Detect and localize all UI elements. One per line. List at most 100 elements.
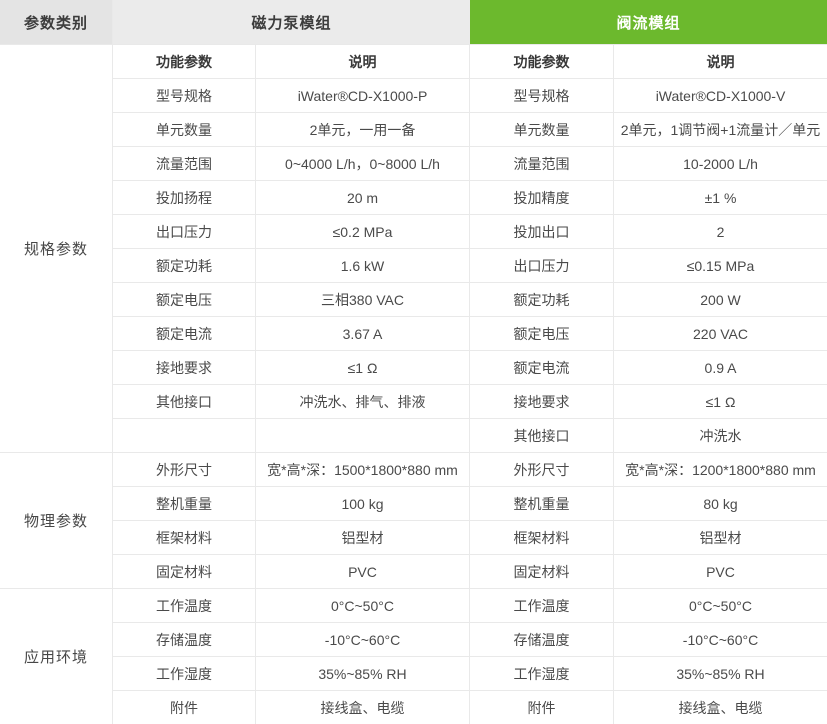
table-row: 其他接口 冲洗水、排气、排液 接地要求 ≤1 Ω — [113, 384, 827, 418]
valve-desc-cell: ≤0.15 MPa — [686, 257, 755, 274]
pump-param-cell: 外形尺寸 — [113, 453, 256, 486]
table-row: 工作湿度 35%~85% RH 工作湿度 35%~85% RH — [113, 656, 827, 690]
category-column: 参数类别 规格参数 物理参数 应用环境 — [0, 0, 113, 724]
valve-desc-cell: 铝型材 — [699, 529, 742, 546]
table-row: 流量范围 0~4000 L/h，0~8000 L/h 流量范围 10-2000 … — [113, 146, 827, 180]
pump-param-cell: 接地要求 — [113, 351, 256, 384]
pump-param-cell: 框架材料 — [113, 521, 256, 554]
pump-desc-cell: ≤0.2 MPa — [256, 215, 470, 248]
pump-param-cell: 额定电流 — [113, 317, 256, 350]
pump-desc-cell: 0°C~50°C — [256, 589, 470, 622]
table-row: 投加扬程 20 m 投加精度 ±1 % — [113, 180, 827, 214]
valve-param-cell: 附件 — [470, 691, 614, 724]
table-body: 磁力泵模组 阀流模组 功能参数 说明 功能参数 说明 型号规格 iWater®C… — [113, 0, 827, 724]
valve-param-cell: 出口压力 — [470, 249, 614, 282]
valve-desc-cell: 0.9 A — [704, 359, 737, 376]
valve-param-cell: 外形尺寸 — [470, 453, 614, 486]
pump-param-cell: 额定功耗 — [113, 249, 256, 282]
valve-param-cell: 投加精度 — [470, 181, 614, 214]
pump-desc-cell: 2单元，一用一备 — [256, 113, 470, 146]
valve-desc-cell: 0°C~50°C — [689, 597, 752, 614]
table-row: 外形尺寸 宽*高*深：1500*1800*880 mm 外形尺寸 宽*高*深：1… — [113, 452, 827, 486]
valve-desc-cell: 宽*高*深：1200*1800*880 mm — [625, 461, 816, 478]
category-header: 参数类别 — [0, 0, 112, 44]
valve-desc-cell: 10-2000 L/h — [683, 155, 758, 172]
pump-param-cell: 型号规格 — [113, 79, 256, 112]
pump-param-cell: 存储温度 — [113, 623, 256, 656]
valve-param-cell: 接地要求 — [470, 385, 614, 418]
table-row: 固定材料 PVC 固定材料 PVC — [113, 554, 827, 588]
valve-desc-cell: 冲洗水 — [699, 427, 742, 444]
pump-param-cell: 出口压力 — [113, 215, 256, 248]
valve-param-cell: 工作温度 — [470, 589, 614, 622]
table-row: 整机重量 100 kg 整机重量 80 kg — [113, 486, 827, 520]
valve-param-cell: 其他接口 — [470, 419, 614, 452]
valve-desc-cell: ≤1 Ω — [705, 393, 736, 410]
pump-desc-cell: 100 kg — [256, 487, 470, 520]
valve-param-cell: 工作湿度 — [470, 657, 614, 690]
pump-param-column-header: 功能参数 — [113, 45, 256, 78]
valve-param-cell: 额定电压 — [470, 317, 614, 350]
valve-desc-cell: ±1 % — [704, 189, 737, 206]
valve-desc-cell: 35%~85% RH — [676, 665, 765, 682]
valve-desc-cell: 200 W — [700, 291, 741, 308]
column-header-row: 功能参数 说明 功能参数 说明 — [113, 44, 827, 78]
table-row: 型号规格 iWater®CD-X1000-P 型号规格 iWater®CD-X1… — [113, 78, 827, 112]
table-row: 其他接口 冲洗水 — [113, 418, 827, 452]
pump-desc-cell: 接线盒、电缆 — [256, 691, 470, 724]
valve-param-cell: 型号规格 — [470, 79, 614, 112]
valve-param-cell: 投加出口 — [470, 215, 614, 248]
pump-desc-cell: 35%~85% RH — [256, 657, 470, 690]
pump-desc-cell: 三相380 VAC — [256, 283, 470, 316]
pump-param-cell: 流量范围 — [113, 147, 256, 180]
pump-desc-cell: iWater®CD-X1000-P — [256, 79, 470, 112]
pump-param-cell: 投加扬程 — [113, 181, 256, 214]
pump-module-header: 磁力泵模组 — [113, 0, 470, 44]
table-row: 单元数量 2单元，一用一备 单元数量 2单元，1调节阀+1流量计／单元 — [113, 112, 827, 146]
valve-desc-cell: 220 VAC — [693, 325, 748, 342]
pump-param-cell: 工作湿度 — [113, 657, 256, 690]
valve-desc-cell: -10°C~60°C — [682, 631, 759, 648]
pump-param-cell: 单元数量 — [113, 113, 256, 146]
pump-desc-cell: 3.67 A — [256, 317, 470, 350]
table-row: 额定功耗 1.6 kW 出口压力 ≤0.15 MPa — [113, 248, 827, 282]
pump-param-cell: 额定电压 — [113, 283, 256, 316]
table-row: 框架材料 铝型材 框架材料 铝型材 — [113, 520, 827, 554]
valve-param-cell: 额定功耗 — [470, 283, 614, 316]
valve-desc-cell: 80 kg — [703, 495, 738, 512]
table-row: 工作温度 0°C~50°C 工作温度 0°C~50°C — [113, 588, 827, 622]
pump-param-cell: 工作温度 — [113, 589, 256, 622]
category-section-physical: 物理参数 — [0, 452, 112, 588]
table-row: 额定电流 3.67 A 额定电压 220 VAC — [113, 316, 827, 350]
valve-param-cell: 额定电流 — [470, 351, 614, 384]
pump-desc-cell: 宽*高*深：1500*1800*880 mm — [256, 453, 470, 486]
valve-desc-cell: 接线盒、电缆 — [678, 699, 763, 716]
valve-param-column-header: 功能参数 — [470, 45, 614, 78]
pump-param-cell: 整机重量 — [113, 487, 256, 520]
pump-desc-column-header: 说明 — [256, 45, 470, 78]
pump-desc-cell: 0~4000 L/h，0~8000 L/h — [256, 147, 470, 180]
pump-desc-cell — [256, 419, 470, 452]
table-row: 存储温度 -10°C~60°C 存储温度 -10°C~60°C — [113, 622, 827, 656]
pump-desc-cell: ≤1 Ω — [256, 351, 470, 384]
pump-desc-cell: 20 m — [256, 181, 470, 214]
valve-module-header: 阀流模组 — [470, 0, 827, 44]
valve-desc-column-header: 说明 — [706, 53, 735, 70]
category-section-environment: 应用环境 — [0, 588, 112, 724]
valve-param-cell: 流量范围 — [470, 147, 614, 180]
pump-param-cell — [113, 419, 256, 452]
pump-desc-cell: -10°C~60°C — [256, 623, 470, 656]
pump-desc-cell: 冲洗水、排气、排液 — [256, 385, 470, 418]
module-header-row: 磁力泵模组 阀流模组 — [113, 0, 827, 44]
valve-desc-cell: PVC — [706, 563, 735, 580]
valve-param-cell: 框架材料 — [470, 521, 614, 554]
table-row: 额定电压 三相380 VAC 额定功耗 200 W — [113, 282, 827, 316]
table-row: 出口压力 ≤0.2 MPa 投加出口 2 — [113, 214, 827, 248]
pump-desc-cell: 1.6 kW — [256, 249, 470, 282]
pump-desc-cell: PVC — [256, 555, 470, 588]
valve-desc-cell: iWater®CD-X1000-V — [655, 87, 786, 104]
valve-param-cell: 存储温度 — [470, 623, 614, 656]
pump-param-cell: 其他接口 — [113, 385, 256, 418]
pump-desc-cell: 铝型材 — [256, 521, 470, 554]
